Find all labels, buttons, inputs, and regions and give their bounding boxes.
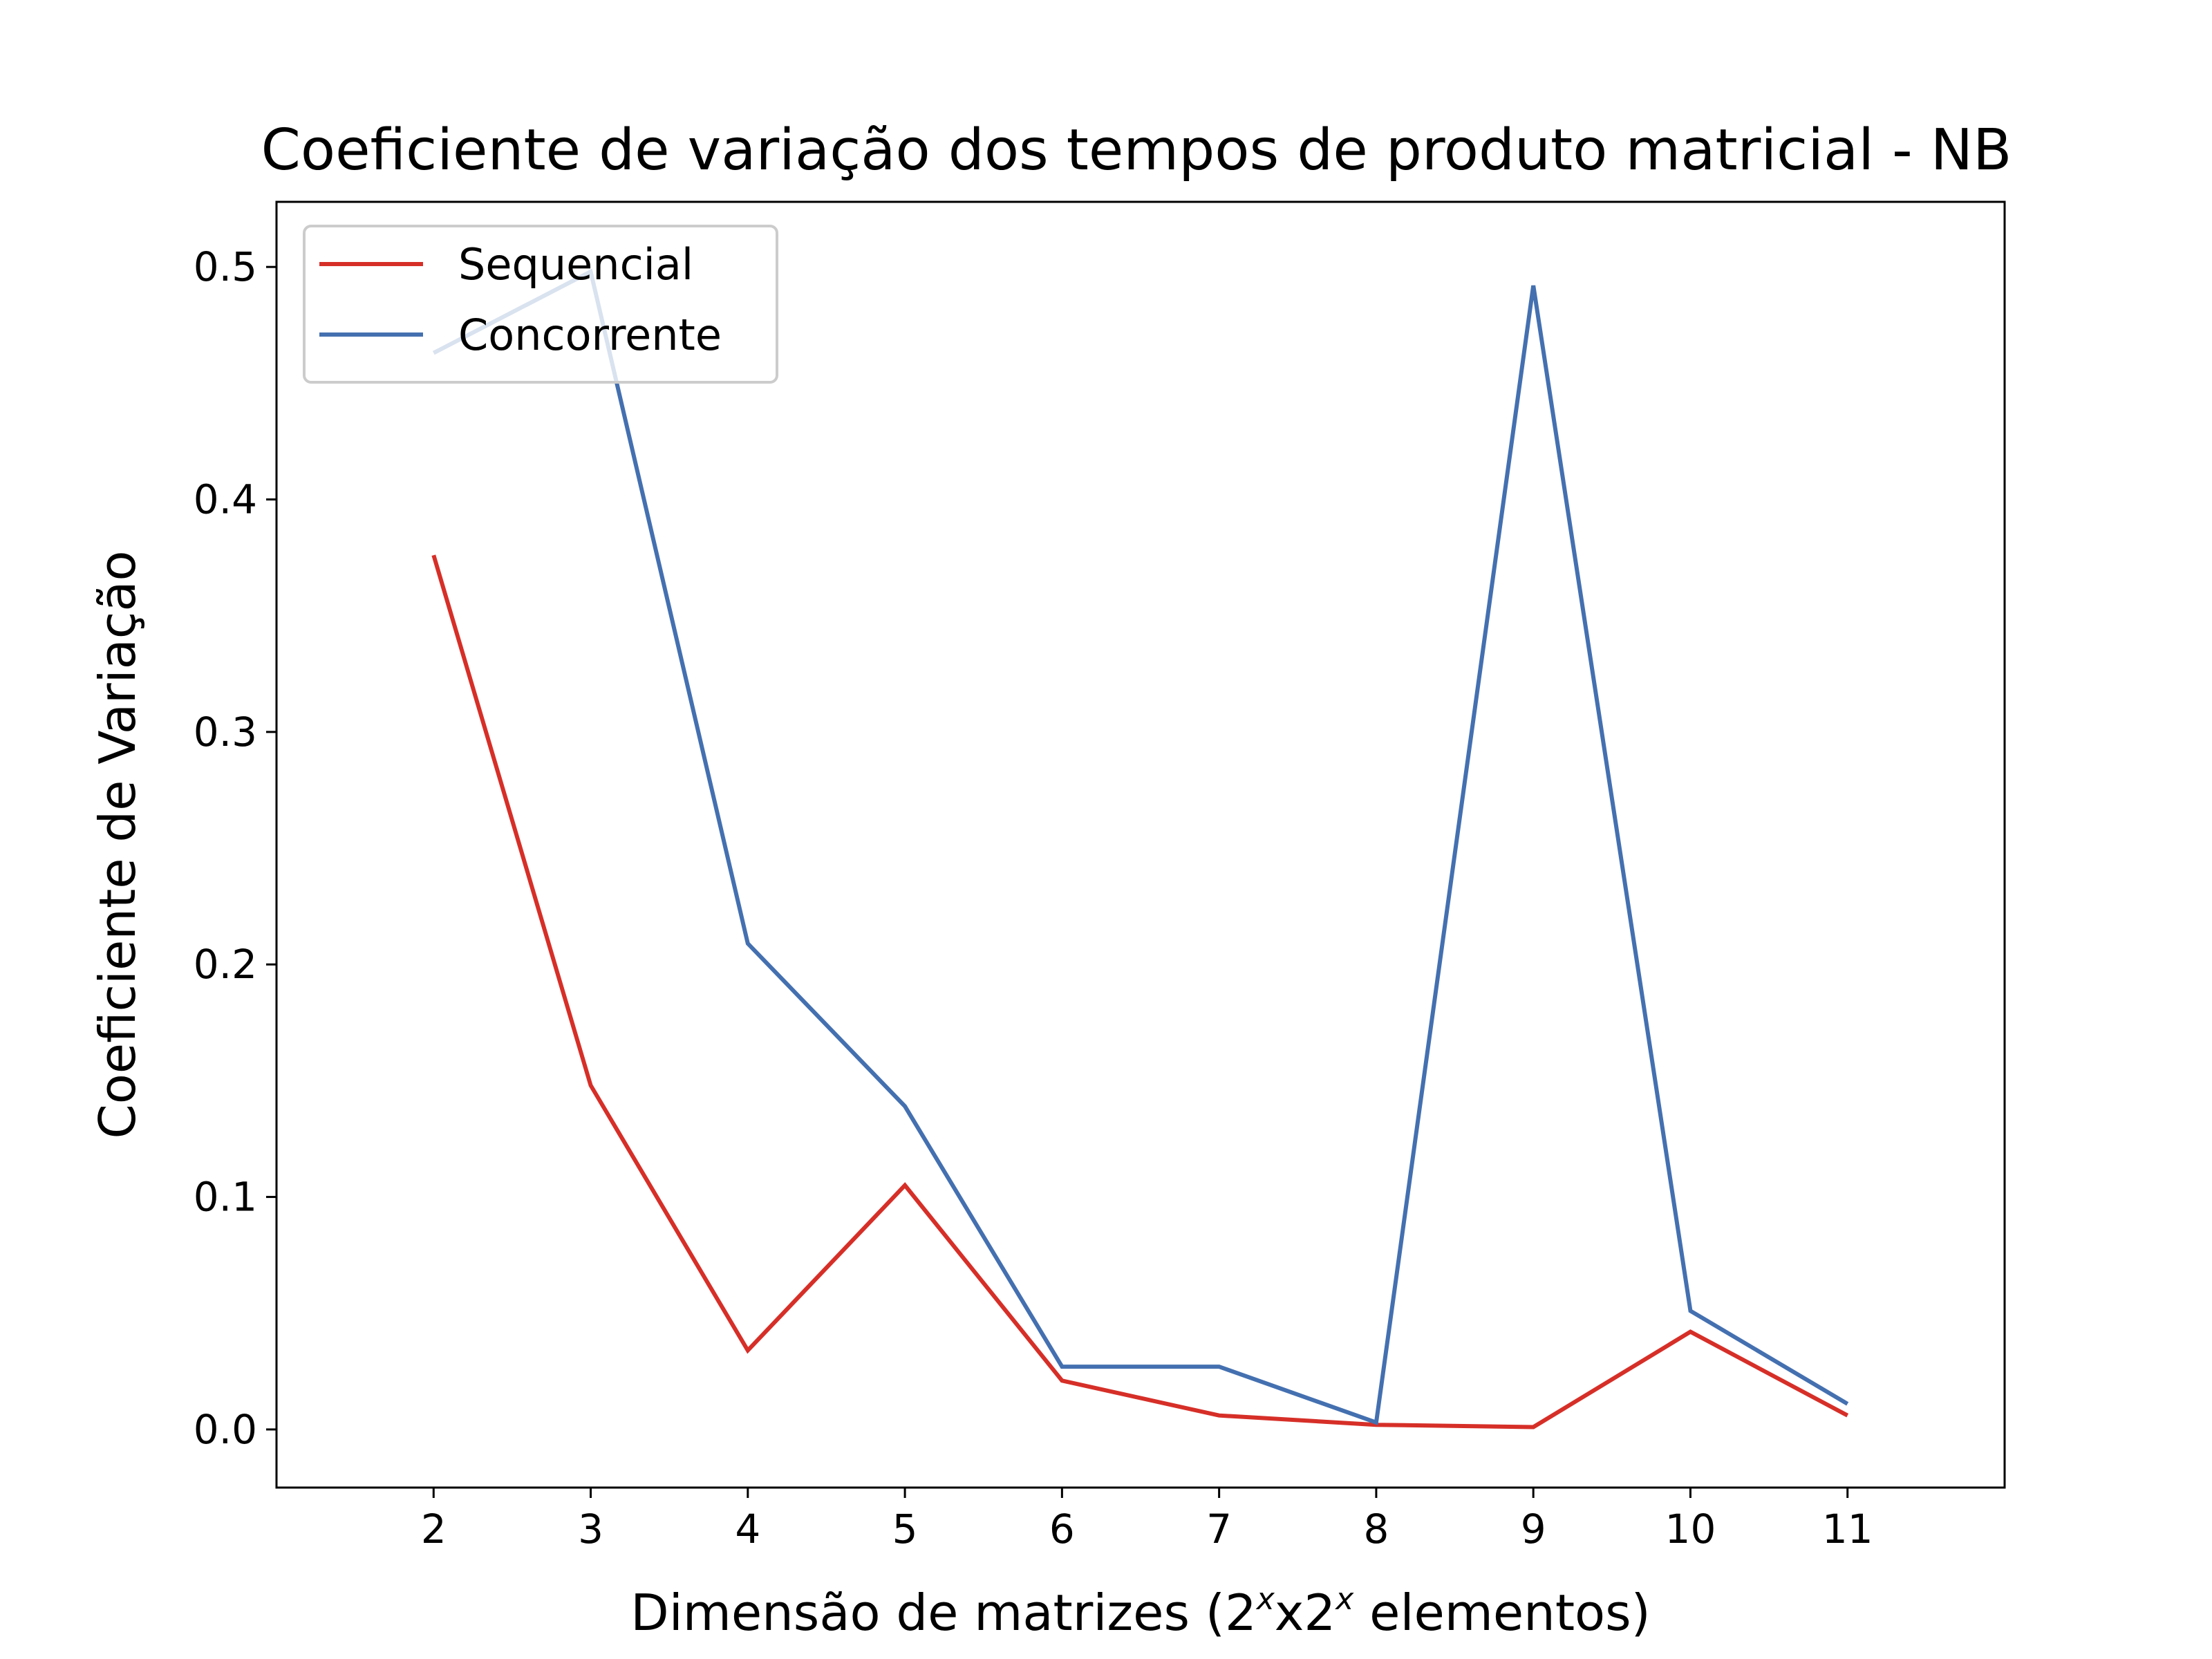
x-axis-label-superscript: x xyxy=(1334,1582,1354,1617)
x-tick-label: 8 xyxy=(1363,1506,1389,1553)
x-axis: 2 3 4 5 6 7 8 9 10 11 xyxy=(421,1488,1873,1553)
x-tick-label: 6 xyxy=(1049,1506,1075,1553)
chart-title: Coeficiente de variação dos tempos de pr… xyxy=(261,118,2012,183)
y-tick-label: 0.4 xyxy=(194,476,257,523)
x-tick-label: 3 xyxy=(578,1506,603,1553)
x-tick-label: 10 xyxy=(1665,1506,1716,1553)
y-tick-label: 0.1 xyxy=(194,1174,257,1221)
x-axis-label: Dimensão de matrizes (2xx2x elementos) xyxy=(630,1582,1650,1642)
y-axis-label: Coeficiente de Variação xyxy=(88,550,147,1138)
x-tick-label: 2 xyxy=(421,1506,447,1553)
y-tick-label: 0.0 xyxy=(194,1406,257,1453)
x-tick-label: 5 xyxy=(892,1506,918,1553)
x-tick-label: 11 xyxy=(1822,1506,1873,1553)
legend: Sequencial Concorrente xyxy=(303,225,778,384)
x-tick-label: 4 xyxy=(735,1506,760,1553)
series-line-sequencial xyxy=(431,554,1849,1430)
y-axis: 0.0 0.1 0.2 0.3 0.4 0.5 xyxy=(194,243,276,1453)
plot-area xyxy=(431,268,1849,1430)
legend-label-sequencial: Sequencial xyxy=(458,239,693,290)
x-axis-label-superscript: x xyxy=(1255,1582,1275,1617)
y-tick-label: 0.5 xyxy=(194,243,257,290)
legend-label-concorrente: Concorrente xyxy=(458,310,722,360)
x-tick-label: 9 xyxy=(1521,1506,1546,1553)
axes-frame xyxy=(275,200,2006,1489)
series-line-concorrente xyxy=(432,268,1849,1425)
x-tick-label: 7 xyxy=(1206,1506,1232,1553)
y-tick-label: 0.3 xyxy=(194,709,257,756)
y-tick-label: 0.2 xyxy=(194,941,257,988)
